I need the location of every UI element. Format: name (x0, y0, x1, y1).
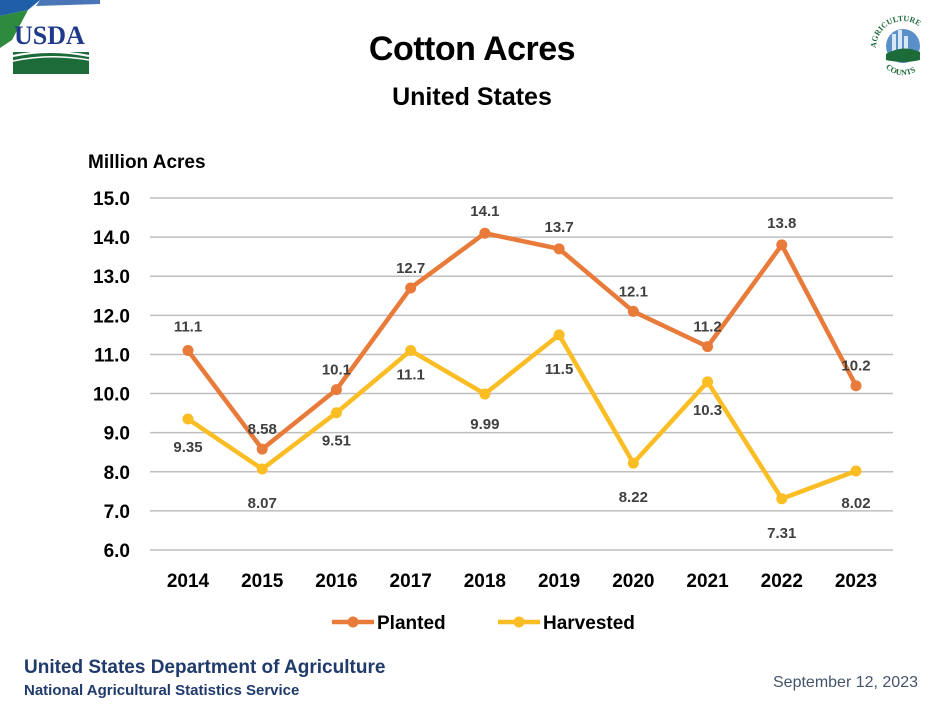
usda-logo-text: USDA (14, 21, 85, 50)
data-point-planted (256, 443, 268, 455)
footer-agency: National Agricultural Statistics Service (24, 682, 300, 699)
line-chart: Million Acres 6.0 7.0 8.0 9.0 10.0 11.0 12.0 13… (88, 152, 893, 634)
data-point-harvested (553, 329, 565, 341)
y-axis-ticks: 6.0 7.0 8.0 9.0 10.0 11.0 12.0 13.0 14.0 15.0 (93, 189, 130, 562)
data-label-planted: 12.1 (619, 283, 648, 300)
data-label-planted: 10.1 (322, 362, 351, 379)
legend-marker-harvested (513, 616, 525, 628)
y-tick-label: 7.0 (104, 502, 130, 523)
x-tick-label: 2015 (241, 571, 284, 592)
y-tick-label: 8.0 (104, 463, 130, 484)
y-tick-label: 6.0 (104, 541, 130, 562)
series-lines (182, 227, 862, 505)
data-point-planted (182, 345, 194, 357)
data-point-planted (702, 341, 714, 353)
x-tick-label: 2023 (835, 571, 877, 592)
data-label-harvested: 10.3 (693, 402, 722, 419)
data-labels: 11.1 8.58 10.1 12.7 14.1 13.7 12.1 11.2 13.8 10.2… (173, 203, 870, 542)
y-axis-label: Million Acres (88, 152, 206, 173)
legend: Planted Harvested (332, 613, 635, 634)
data-label-planted: 10.2 (841, 358, 870, 375)
data-label-harvested: 9.35 (173, 439, 202, 456)
data-point-planted (553, 243, 565, 255)
data-point-harvested (330, 407, 342, 419)
data-point-planted (776, 239, 788, 251)
data-point-harvested (405, 345, 417, 357)
data-point-harvested (850, 465, 862, 477)
data-label-planted: 12.7 (396, 260, 425, 277)
x-tick-label: 2016 (315, 571, 357, 592)
data-point-planted (405, 282, 417, 294)
series-line-planted (186, 230, 858, 452)
data-label-harvested: 8.07 (248, 495, 277, 512)
y-tick-label: 13.0 (93, 267, 130, 288)
footer-date: September 12, 2023 (773, 674, 918, 691)
data-point-planted (330, 384, 342, 396)
gridlines (150, 197, 893, 551)
footer-organization: United States Department of Agriculture (24, 657, 386, 678)
y-tick-label: 12.0 (93, 306, 130, 327)
chart-title: Cotton Acres (368, 30, 576, 68)
data-point-harvested (627, 457, 639, 469)
x-axis-ticks: 2014 2015 2016 2017 2018 2019 2020 2021 2022 2023 (167, 571, 877, 592)
data-label-harvested: 9.51 (322, 433, 351, 450)
y-tick-label: 15.0 (93, 189, 130, 210)
chart-subtitle: United States (392, 83, 552, 111)
data-point-harvested (182, 413, 194, 425)
data-label-harvested: 9.99 (470, 416, 499, 433)
x-tick-label: 2022 (761, 571, 803, 592)
data-label-planted: 13.7 (545, 219, 574, 236)
y-tick-label: 10.0 (93, 385, 130, 406)
data-label-harvested: 7.31 (767, 525, 796, 542)
legend-label-planted: Planted (377, 613, 446, 634)
data-label-harvested: 11.1 (396, 367, 424, 384)
data-point-planted (850, 380, 862, 392)
x-tick-label: 2021 (686, 571, 729, 592)
data-point-harvested (702, 376, 714, 388)
x-tick-label: 2019 (538, 571, 580, 592)
data-label-planted: 11.2 (693, 319, 721, 336)
series-line-harvested (186, 332, 857, 502)
data-point-harvested (776, 493, 788, 505)
y-tick-label: 11.0 (94, 345, 130, 366)
usda-logo: USDA (0, 0, 100, 74)
data-label-harvested: 11.5 (545, 361, 573, 378)
x-tick-label: 2018 (464, 571, 506, 592)
data-label-planted: 13.8 (767, 215, 796, 232)
agriculture-counts-logo: AGRICULTURE COUNTS (869, 14, 923, 77)
data-point-harvested (479, 388, 491, 400)
data-point-harvested (256, 463, 268, 475)
x-tick-label: 2017 (390, 571, 432, 592)
x-tick-label: 2014 (167, 571, 210, 592)
data-point-planted (627, 305, 639, 317)
legend-label-harvested: Harvested (543, 613, 635, 634)
y-tick-label: 9.0 (104, 424, 130, 445)
data-point-planted (479, 227, 491, 239)
legend-marker-planted (347, 616, 359, 628)
data-label-planted: 14.1 (470, 203, 499, 220)
data-label-harvested: 8.02 (841, 495, 870, 512)
data-label-harvested: 8.22 (619, 489, 648, 506)
x-tick-label: 2020 (612, 571, 654, 592)
data-label-planted: 8.58 (248, 421, 277, 438)
data-label-planted: 11.1 (174, 319, 202, 336)
y-tick-label: 14.0 (93, 228, 130, 249)
